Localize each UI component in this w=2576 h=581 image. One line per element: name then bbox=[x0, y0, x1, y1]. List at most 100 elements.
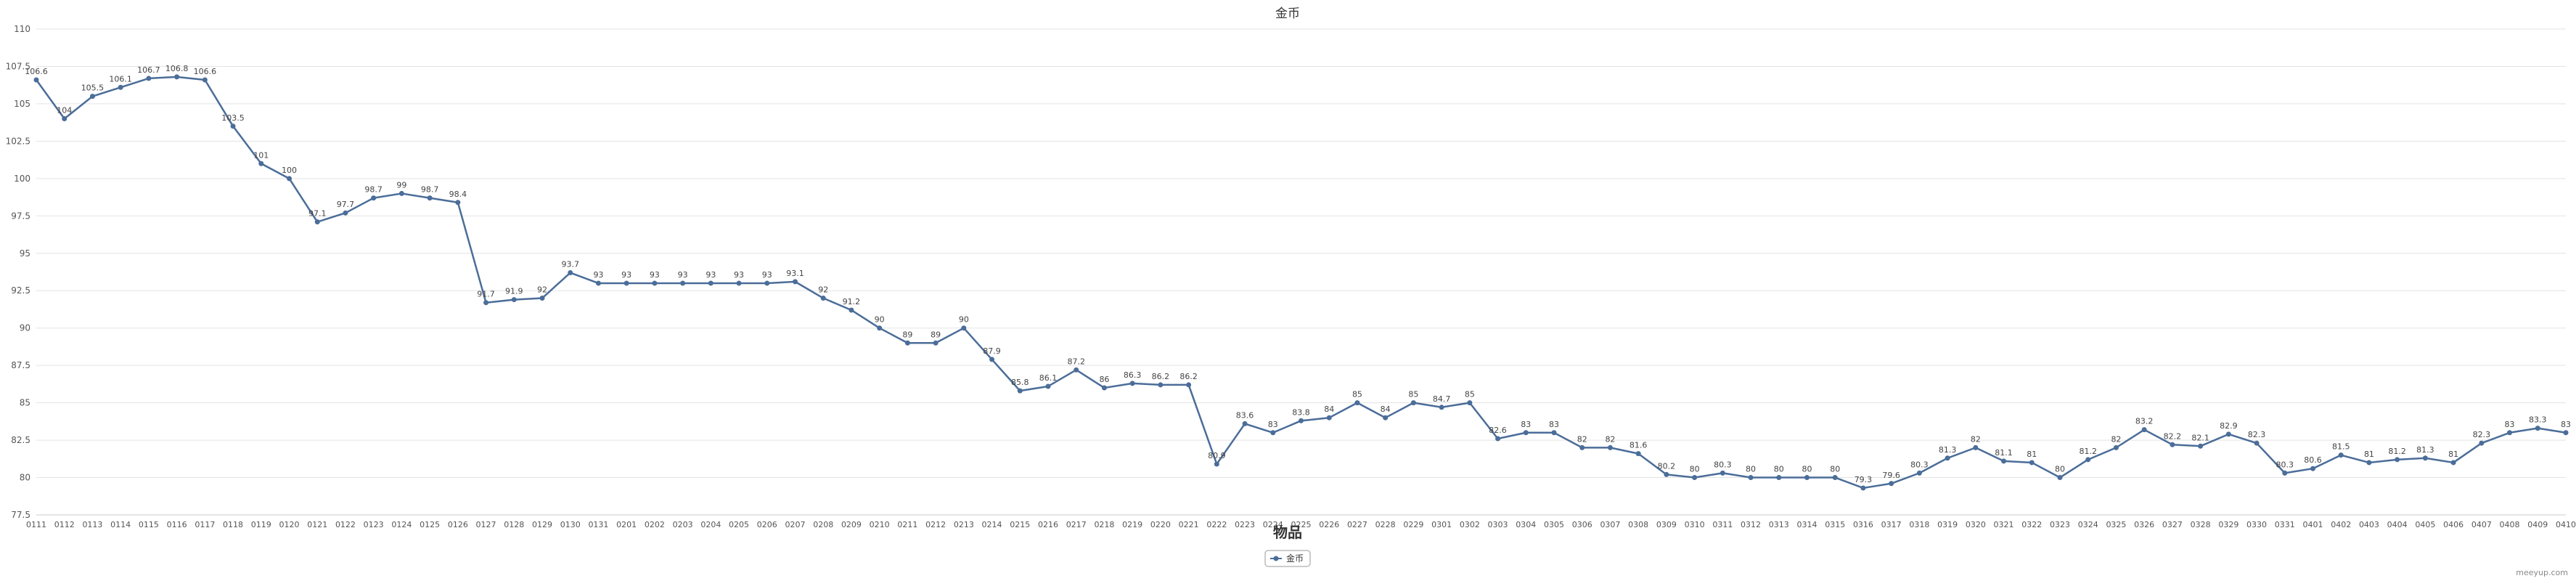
data-point[interactable] bbox=[680, 280, 686, 286]
data-point[interactable] bbox=[820, 296, 826, 301]
data-point[interactable] bbox=[1635, 451, 1641, 457]
data-point[interactable] bbox=[1045, 383, 1051, 389]
data-point[interactable] bbox=[1720, 470, 1725, 476]
data-point[interactable] bbox=[398, 190, 404, 196]
data-point[interactable] bbox=[623, 280, 629, 286]
data-point[interactable] bbox=[1410, 400, 1416, 406]
data-point[interactable] bbox=[2535, 426, 2540, 431]
legend[interactable]: 金币 bbox=[1264, 550, 1311, 567]
data-point[interactable] bbox=[595, 280, 601, 286]
grid-lines bbox=[36, 28, 2566, 516]
data-point[interactable] bbox=[1495, 436, 1501, 442]
data-point[interactable] bbox=[455, 200, 461, 206]
data-point[interactable] bbox=[877, 325, 883, 331]
data-point[interactable] bbox=[2225, 431, 2231, 437]
data-point[interactable] bbox=[2422, 455, 2428, 461]
data-point[interactable] bbox=[2338, 452, 2344, 458]
data-point[interactable] bbox=[1832, 475, 1838, 481]
data-point[interactable] bbox=[568, 270, 573, 276]
data-point[interactable] bbox=[1129, 381, 1135, 386]
data-point[interactable] bbox=[1748, 475, 1754, 481]
data-point[interactable] bbox=[1607, 444, 1613, 450]
data-point[interactable] bbox=[2141, 427, 2147, 433]
data-point[interactable] bbox=[1186, 382, 1192, 388]
data-point[interactable] bbox=[1270, 430, 1276, 436]
data-point[interactable] bbox=[539, 296, 545, 301]
data-label: 106.6 bbox=[194, 67, 217, 76]
data-point[interactable] bbox=[2310, 466, 2315, 471]
data-point[interactable] bbox=[1523, 430, 1529, 436]
data-point[interactable] bbox=[652, 280, 658, 286]
data-point[interactable] bbox=[849, 307, 854, 313]
data-point[interactable] bbox=[230, 123, 236, 129]
data-point[interactable] bbox=[33, 77, 39, 83]
data-point[interactable] bbox=[1945, 455, 1950, 461]
data-point[interactable] bbox=[1889, 481, 1894, 487]
data-point[interactable] bbox=[764, 280, 770, 286]
data-point[interactable] bbox=[1467, 400, 1473, 406]
data-point[interactable] bbox=[736, 280, 742, 286]
data-point[interactable] bbox=[1383, 415, 1389, 420]
data-point[interactable] bbox=[2366, 460, 2372, 466]
data-point[interactable] bbox=[483, 300, 489, 306]
data-point[interactable] bbox=[1326, 415, 1332, 420]
data-point[interactable] bbox=[314, 219, 320, 225]
data-point[interactable] bbox=[2057, 475, 2063, 481]
data-point[interactable] bbox=[62, 116, 68, 122]
data-point[interactable] bbox=[1354, 400, 1360, 406]
data-point[interactable] bbox=[2170, 442, 2175, 447]
data-point[interactable] bbox=[2029, 460, 2035, 466]
data-label: 82.2 bbox=[2164, 431, 2182, 441]
data-point[interactable] bbox=[708, 280, 713, 286]
data-point[interactable] bbox=[1299, 418, 1304, 423]
data-point[interactable] bbox=[1439, 405, 1444, 410]
data-point[interactable] bbox=[1214, 461, 1219, 467]
data-point[interactable] bbox=[933, 340, 939, 346]
data-point[interactable] bbox=[1776, 475, 1782, 481]
data-point[interactable] bbox=[287, 176, 292, 182]
data-point[interactable] bbox=[2254, 440, 2260, 446]
data-label: 82.3 bbox=[2473, 430, 2491, 439]
data-point[interactable] bbox=[2507, 430, 2513, 436]
data-point[interactable] bbox=[1551, 430, 1557, 436]
data-point[interactable] bbox=[1242, 420, 1248, 426]
data-point[interactable] bbox=[2001, 458, 2007, 464]
data-point[interactable] bbox=[1101, 385, 1107, 391]
data-point[interactable] bbox=[2479, 440, 2485, 446]
data-point[interactable] bbox=[202, 77, 208, 83]
data-point[interactable] bbox=[2198, 443, 2204, 449]
data-point[interactable] bbox=[258, 161, 264, 166]
data-point[interactable] bbox=[427, 195, 433, 201]
x-tick-label: 0324 bbox=[2078, 520, 2098, 529]
data-point[interactable] bbox=[961, 325, 967, 331]
data-point[interactable] bbox=[1158, 382, 1164, 388]
data-point[interactable] bbox=[2113, 444, 2119, 450]
data-point[interactable] bbox=[1916, 470, 1922, 476]
data-label: 80 bbox=[1746, 465, 1756, 474]
data-point[interactable] bbox=[793, 279, 798, 285]
data-point[interactable] bbox=[1579, 444, 1585, 450]
data-point[interactable] bbox=[1074, 367, 1079, 373]
data-point[interactable] bbox=[371, 195, 377, 201]
data-point[interactable] bbox=[1860, 485, 1866, 491]
data-point[interactable] bbox=[2085, 457, 2091, 463]
data-point[interactable] bbox=[343, 210, 348, 216]
data-point[interactable] bbox=[2563, 430, 2569, 436]
data-point[interactable] bbox=[1692, 475, 1698, 481]
data-point[interactable] bbox=[904, 340, 910, 346]
data-label: 98.4 bbox=[449, 190, 467, 199]
data-point[interactable] bbox=[2395, 457, 2400, 463]
data-point[interactable] bbox=[174, 74, 180, 80]
data-point[interactable] bbox=[1017, 388, 1023, 394]
data-point[interactable] bbox=[118, 84, 123, 90]
data-point[interactable] bbox=[1804, 475, 1810, 481]
data-point[interactable] bbox=[2450, 460, 2456, 466]
data-point[interactable] bbox=[1664, 471, 1669, 477]
data-point[interactable] bbox=[511, 297, 517, 303]
x-tick-label: 0128 bbox=[504, 520, 524, 529]
data-point[interactable] bbox=[1973, 444, 1979, 450]
data-point[interactable] bbox=[989, 357, 995, 362]
data-point[interactable] bbox=[146, 76, 152, 81]
data-point[interactable] bbox=[2282, 470, 2288, 476]
data-point[interactable] bbox=[89, 94, 95, 99]
